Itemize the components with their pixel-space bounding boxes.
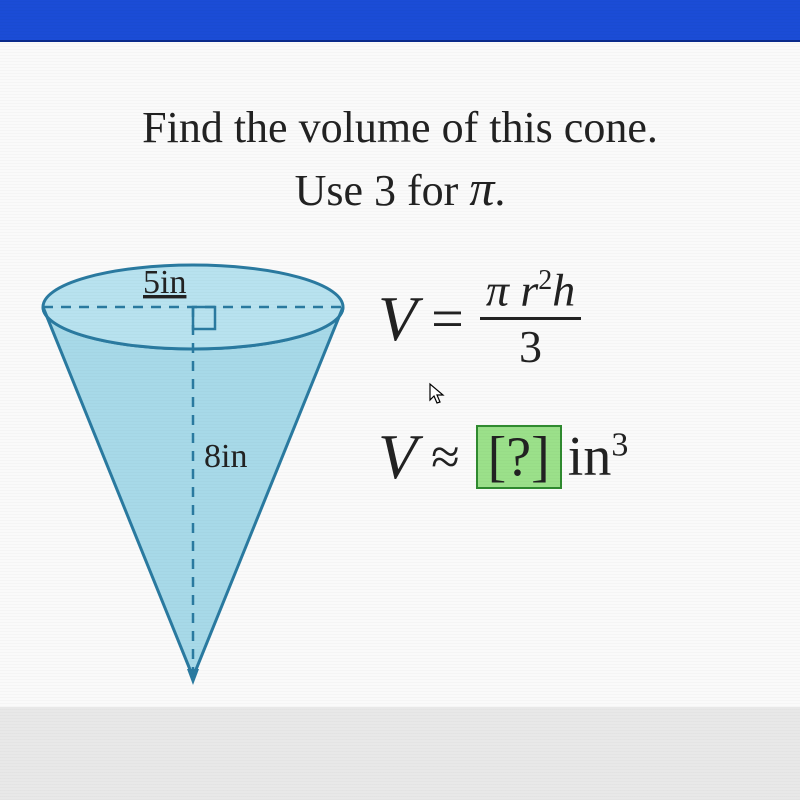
problem-page: Find the volume of this cone. Use 3 for … <box>0 42 800 707</box>
numerator-r: r <box>509 264 538 315</box>
mouse-cursor-svg <box>428 382 448 406</box>
use-3-text: Use 3 for <box>295 166 470 215</box>
height-label: 8in <box>204 438 247 475</box>
radius-label: 5in <box>143 264 186 301</box>
fraction-denominator: 3 <box>519 320 542 370</box>
equals-sign: = <box>431 285 464 352</box>
volume-formula: V = π r2h 3 <box>378 267 780 370</box>
problem-text-line1: Find the volume of this cone. <box>20 102 780 153</box>
problem-text-line2: Use 3 for π. <box>20 159 780 217</box>
answer-line: V ≈ [?] in3 <box>378 420 780 494</box>
answer-input[interactable]: [?] <box>476 425 562 489</box>
formulas-column: V = π r2h 3 V ≈ [?] in3 <box>358 237 780 494</box>
answer-V: V <box>378 420 417 494</box>
numerator-r-exp: 2 <box>538 265 552 296</box>
unit-base: in <box>568 426 612 488</box>
answer-unit: in3 <box>568 425 629 489</box>
fraction-numerator: π r2h <box>480 267 581 320</box>
formula-V: V <box>378 282 417 356</box>
cone-svg: 5in 8in <box>28 237 358 687</box>
cursor-icon <box>428 382 780 412</box>
cone-diagram: 5in 8in <box>28 237 358 687</box>
numerator-h: h <box>552 264 575 315</box>
approx-sign: ≈ <box>431 428 460 487</box>
unit-exp: 3 <box>611 427 628 464</box>
app-topbar <box>0 0 800 42</box>
formula-fraction: π r2h 3 <box>480 267 581 370</box>
pi-symbol: π <box>469 160 494 216</box>
numerator-pi: π <box>486 264 509 315</box>
height-arrow-icon <box>187 669 199 685</box>
content-row: 5in 8in V = π r2h 3 <box>20 237 780 687</box>
period: . <box>494 166 505 215</box>
